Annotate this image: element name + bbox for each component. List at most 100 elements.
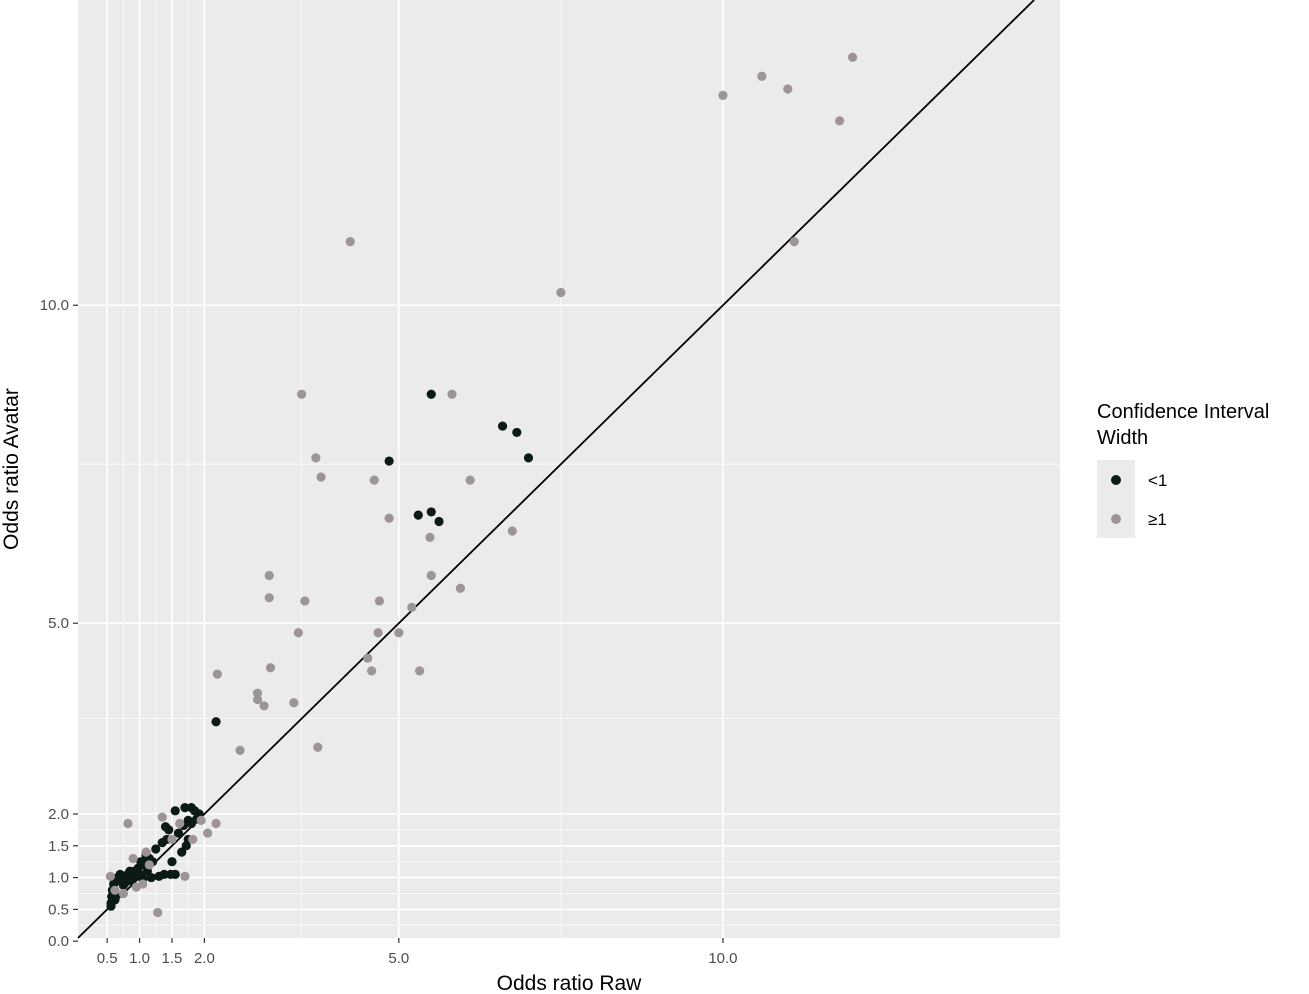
point-ci-wide bbox=[289, 698, 299, 708]
legend-key-bg bbox=[1097, 460, 1135, 538]
x-tick-label: 5.0 bbox=[388, 950, 409, 967]
point-ci-wide bbox=[105, 871, 116, 881]
point-ci-wide bbox=[556, 287, 566, 298]
point-ci-narrow bbox=[177, 847, 187, 857]
data-points bbox=[105, 52, 858, 918]
point-ci-wide bbox=[757, 71, 767, 81]
point-ci-wide bbox=[783, 84, 793, 94]
point-ci-wide bbox=[384, 513, 394, 523]
point-ci-wide bbox=[847, 52, 858, 62]
point-ci-narrow bbox=[512, 427, 522, 438]
point-ci-wide bbox=[188, 834, 198, 845]
point-ci-wide bbox=[128, 853, 138, 864]
point-ci-wide bbox=[212, 669, 222, 679]
point-ci-wide bbox=[175, 818, 185, 829]
point-ci-narrow bbox=[151, 844, 161, 854]
point-ci-wide bbox=[141, 847, 151, 857]
point-ci-wide bbox=[465, 475, 475, 485]
x-tick-label: 1.5 bbox=[162, 950, 183, 967]
point-ci-wide bbox=[718, 90, 728, 100]
point-ci-wide bbox=[110, 885, 120, 895]
identity-reference-line bbox=[77, 0, 1035, 939]
point-ci-narrow bbox=[173, 828, 184, 838]
y-tick-label: 2.0 bbox=[48, 806, 69, 823]
point-ci-wide bbox=[407, 602, 417, 612]
x-tick-label: 0.5 bbox=[97, 950, 118, 967]
x-tick-label: 1.0 bbox=[129, 950, 150, 967]
point-ci-wide bbox=[789, 237, 799, 247]
point-ci-wide bbox=[264, 570, 274, 581]
plot-panel bbox=[78, 0, 1060, 938]
point-ci-wide bbox=[426, 570, 436, 581]
point-ci-wide bbox=[414, 666, 425, 676]
point-ci-wide bbox=[374, 596, 385, 606]
x-tick-label: 2.0 bbox=[194, 950, 215, 967]
point-ci-wide bbox=[311, 453, 321, 463]
point-ci-narrow bbox=[497, 421, 508, 431]
point-ci-narrow bbox=[164, 825, 174, 835]
major-gridlines bbox=[78, 0, 1060, 942]
point-ci-narrow bbox=[523, 453, 534, 463]
point-ci-wide bbox=[293, 628, 303, 638]
point-ci-wide bbox=[367, 666, 377, 676]
point-ci-wide bbox=[157, 812, 167, 822]
point-ci-wide bbox=[196, 815, 206, 825]
y-tick-label: 10.0 bbox=[40, 297, 69, 314]
point-ci-wide bbox=[252, 694, 263, 705]
legend-label-ci-narrow: <1 bbox=[1148, 471, 1167, 490]
point-ci-narrow bbox=[146, 872, 156, 883]
legend-key-ci-narrow bbox=[1111, 475, 1121, 485]
point-ci-wide bbox=[316, 472, 326, 482]
point-ci-wide bbox=[123, 818, 133, 829]
point-ci-wide bbox=[167, 834, 177, 845]
x-tick-label: 10.0 bbox=[708, 950, 737, 967]
point-ci-wide bbox=[118, 888, 128, 899]
point-ci-wide bbox=[211, 818, 221, 829]
point-ci-wide bbox=[203, 828, 213, 838]
y-tick-label: 1.0 bbox=[48, 870, 69, 887]
point-ci-wide bbox=[345, 237, 355, 247]
point-ci-wide bbox=[153, 907, 163, 918]
point-ci-wide bbox=[138, 879, 148, 889]
point-ci-wide bbox=[264, 593, 274, 603]
legend-label-ci-wide: ≥1 bbox=[1148, 510, 1167, 529]
point-ci-narrow bbox=[413, 510, 423, 520]
y-axis-ticks: 0.0 0.5 1.0 1.5 2.0 5.0 10.0 bbox=[40, 297, 78, 950]
point-ci-wide bbox=[507, 526, 517, 536]
x-axis-ticks: 0.5 1.0 1.5 2.0 5.0 10.0 bbox=[97, 938, 738, 967]
legend-title-line-2: Width bbox=[1097, 427, 1148, 449]
point-ci-narrow bbox=[170, 869, 180, 880]
legend-key-ci-wide bbox=[1111, 514, 1121, 524]
point-ci-narrow bbox=[170, 806, 180, 816]
minor-gridlines bbox=[78, 0, 1060, 938]
y-tick-label: 1.5 bbox=[48, 838, 69, 855]
point-ci-wide bbox=[144, 860, 154, 870]
point-ci-wide bbox=[835, 116, 845, 126]
point-ci-narrow bbox=[180, 803, 190, 813]
point-ci-wide bbox=[259, 701, 269, 711]
point-ci-narrow bbox=[426, 389, 436, 399]
y-axis-title: Odds ratio Avatar bbox=[0, 388, 23, 550]
point-ci-narrow bbox=[426, 507, 436, 517]
point-ci-narrow bbox=[159, 869, 169, 880]
point-ci-wide bbox=[369, 475, 379, 485]
point-ci-wide bbox=[313, 742, 323, 752]
point-ci-wide bbox=[235, 745, 245, 756]
x-axis-title: Odds ratio Raw bbox=[497, 972, 643, 994]
y-tick-label: 0.5 bbox=[48, 901, 69, 918]
legend: Confidence Interval Width <1 ≥1 bbox=[1097, 401, 1269, 538]
point-ci-wide bbox=[252, 688, 263, 698]
legend-title-line-1: Confidence Interval bbox=[1097, 401, 1269, 423]
point-ci-wide bbox=[265, 663, 276, 673]
point-ci-wide bbox=[447, 389, 457, 399]
point-ci-wide bbox=[373, 628, 383, 638]
y-tick-label: 5.0 bbox=[48, 615, 69, 632]
point-ci-wide bbox=[180, 871, 190, 881]
point-ci-wide bbox=[363, 653, 373, 663]
point-ci-narrow bbox=[167, 857, 177, 867]
point-ci-narrow bbox=[211, 717, 221, 727]
point-ci-wide bbox=[300, 596, 310, 606]
point-ci-wide bbox=[425, 532, 435, 542]
point-ci-narrow bbox=[434, 516, 444, 527]
